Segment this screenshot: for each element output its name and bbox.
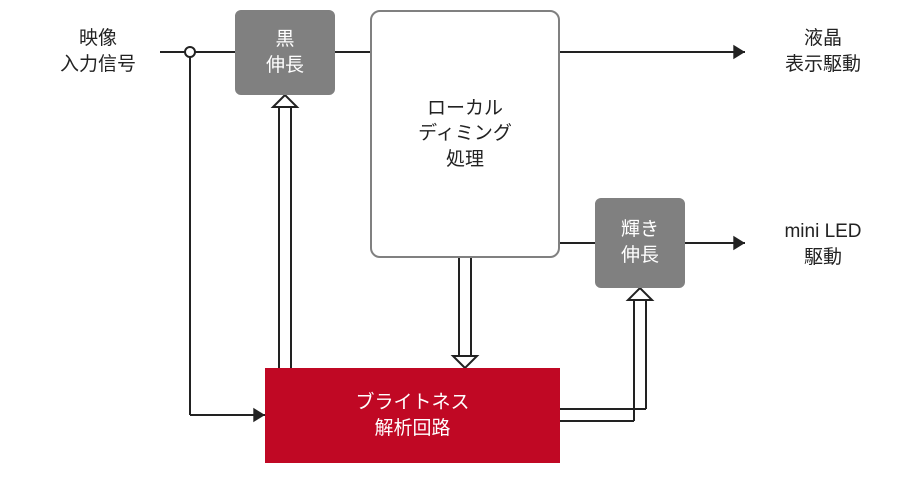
output-lcd-label: 液晶 表示駆動 <box>753 22 893 82</box>
input-signal-label: 映像 入力信号 <box>28 22 168 82</box>
node-brightness-analysis: ブライトネス 解析回路 <box>265 368 560 463</box>
node-analysis-line1: ブライトネス <box>355 390 469 416</box>
node-local-line3: 処理 <box>446 147 484 173</box>
output-miniled-line2: 駆動 <box>804 245 842 271</box>
node-analysis-line2: 解析回路 <box>374 416 450 442</box>
output-miniled-line1: mini LED <box>784 219 861 245</box>
input-signal-line2: 入力信号 <box>60 52 136 78</box>
node-bright-line1: 輝き <box>621 217 659 243</box>
node-local-line2: ディミング <box>418 121 512 147</box>
output-miniled-label: mini LED 駆動 <box>753 215 893 275</box>
node-brightness-extension: 輝き 伸長 <box>595 198 685 288</box>
node-black-extension: 黒 伸長 <box>235 10 335 95</box>
node-bright-line2: 伸長 <box>621 243 659 269</box>
node-local-dimming: ローカル ディミング 処理 <box>370 10 560 258</box>
node-black-line1: 黒 <box>275 27 294 53</box>
diagram-canvas: 映像 入力信号 液晶 表示駆動 mini LED 駆動 黒 伸長 ローカル ディ… <box>0 0 900 500</box>
node-local-line1: ローカル <box>427 96 503 122</box>
output-lcd-line2: 表示駆動 <box>785 52 861 78</box>
output-lcd-line1: 液晶 <box>804 26 842 52</box>
input-signal-line1: 映像 <box>79 26 117 52</box>
node-black-line2: 伸長 <box>266 53 304 79</box>
